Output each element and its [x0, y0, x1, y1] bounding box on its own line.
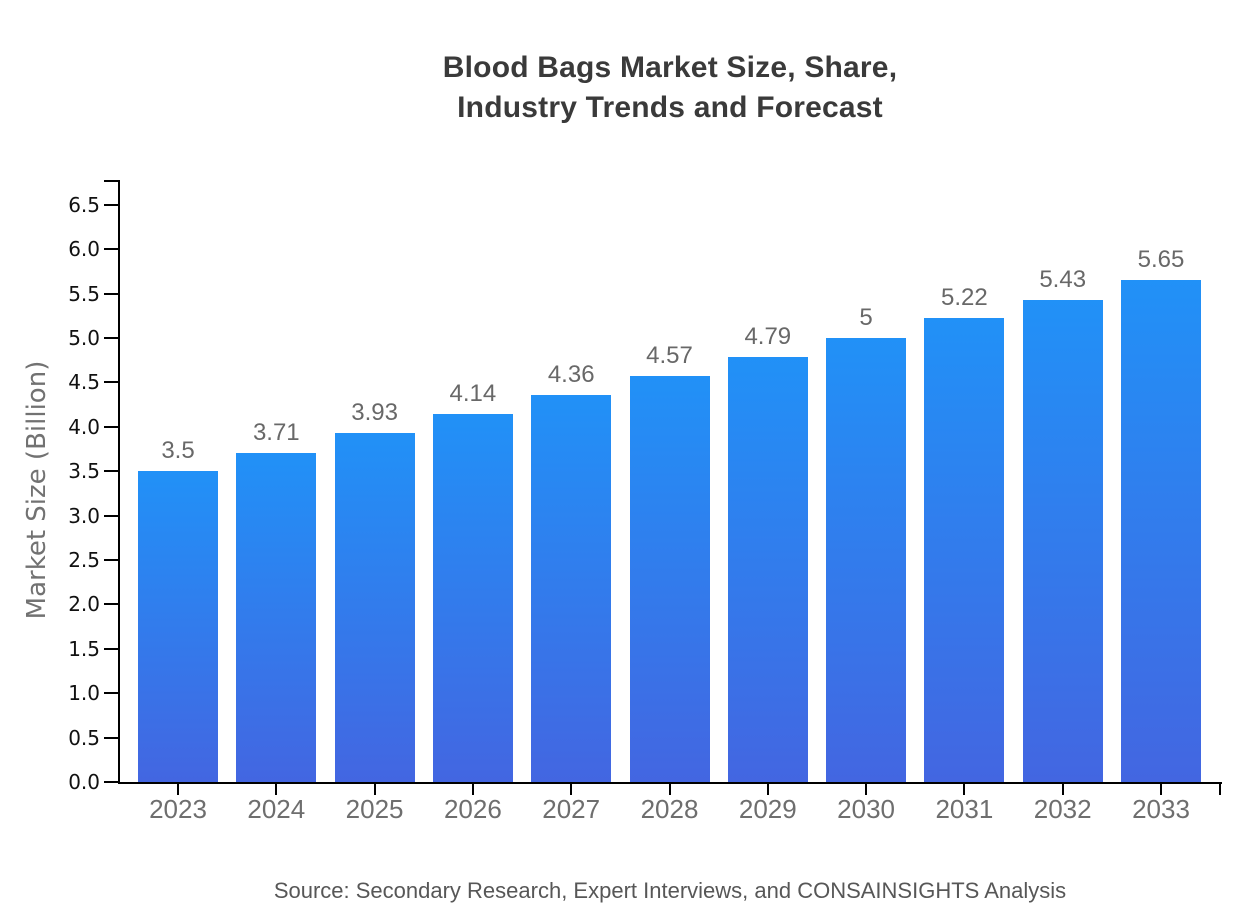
y-tick — [104, 292, 118, 295]
x-tick-label-2032: 2032 — [1033, 794, 1092, 824]
bar-value-label: 3.71 — [252, 418, 300, 446]
y-tick-label: 6.5 — [68, 192, 100, 217]
bar-2024 — [236, 452, 317, 782]
y-tick-label: 4.0 — [68, 414, 100, 439]
y-tick — [104, 425, 118, 428]
x-tick — [570, 784, 573, 795]
x-tick — [275, 784, 278, 795]
x-tick-label-2027: 2027 — [542, 794, 601, 824]
x-tick — [471, 784, 474, 795]
y-tick — [104, 203, 118, 206]
bar-value-label: 5.65 — [1137, 246, 1185, 274]
y-tick — [104, 781, 118, 783]
bar-value-label: 5.43 — [1039, 265, 1087, 293]
y-tick — [104, 603, 118, 606]
y-tick — [104, 514, 118, 517]
bar-2027 — [531, 394, 612, 782]
y-tick-label: 6.0 — [68, 237, 100, 262]
bar-value-label: 5.22 — [941, 284, 988, 312]
y-tick-label: 4.5 — [68, 370, 100, 395]
y-tick — [104, 736, 118, 739]
bar-2023 — [138, 471, 218, 782]
y-tick-label: 0.5 — [68, 725, 100, 750]
y-axis-title: Market Size (Billion) — [22, 360, 52, 620]
x-tick-label-2023: 2023 — [149, 794, 207, 824]
x-tick — [1160, 784, 1162, 795]
source-caption: Source: Secondary Research, Expert Inter… — [273, 878, 1067, 903]
y-tick-label: 5.0 — [68, 326, 100, 350]
y-tick-label: 3.5 — [68, 459, 100, 484]
y-axis-end-tick — [104, 180, 118, 182]
bar-2032 — [1022, 299, 1103, 782]
x-tick-label-2025: 2025 — [345, 794, 404, 824]
bar-value-label: 4.36 — [547, 360, 595, 388]
x-tick — [1061, 784, 1064, 795]
y-tick — [104, 337, 118, 339]
y-axis-line — [118, 180, 120, 784]
y-tick-label: 1.0 — [68, 681, 100, 706]
y-tick — [104, 559, 118, 561]
y-tick — [104, 381, 118, 384]
bar-2031 — [924, 318, 1005, 782]
x-tick — [766, 784, 769, 795]
bar-2025 — [334, 433, 415, 782]
x-tick-label-2031: 2031 — [935, 794, 994, 824]
x-tick-label-2033: 2033 — [1132, 794, 1190, 824]
bar-value-label: 4.79 — [744, 322, 792, 350]
x-tick-label-2028: 2028 — [640, 794, 699, 824]
x-axis-line — [118, 782, 1222, 784]
y-tick-label: 3.0 — [68, 503, 100, 528]
bar-value-label: 3.93 — [351, 399, 398, 427]
x-tick-label-2024: 2024 — [247, 794, 306, 824]
y-tick — [104, 692, 118, 695]
x-tick — [177, 784, 179, 795]
y-tick — [104, 248, 118, 251]
y-tick — [104, 647, 118, 650]
x-tick-label-2029: 2029 — [738, 794, 797, 824]
y-tick-label: 5.5 — [68, 281, 100, 306]
y-tick-label: 0.0 — [68, 770, 100, 794]
bar-value-label: 4.57 — [646, 342, 693, 370]
bar-value-label: 5 — [859, 304, 873, 331]
x-tick — [963, 784, 966, 795]
x-axis-end-tick — [1219, 784, 1221, 795]
x-tick — [668, 784, 671, 795]
y-tick-label: 2.0 — [68, 592, 100, 617]
x-tick-label-2026: 2026 — [443, 794, 502, 824]
x-tick — [865, 784, 868, 795]
x-tick-label-2030: 2030 — [837, 794, 896, 824]
bar-value-label: 3.5 — [161, 437, 195, 465]
bar-2033 — [1121, 280, 1201, 782]
bar-value-label: 4.14 — [449, 380, 497, 408]
y-tick — [104, 470, 118, 473]
bar-2026 — [432, 414, 513, 782]
bar-2029 — [727, 356, 808, 782]
y-tick-label: 2.5 — [68, 548, 100, 572]
bar-2030 — [826, 338, 907, 782]
chart-title: Blood Bags Market Size, Share, Industry … — [442, 51, 898, 124]
bar-2028 — [629, 376, 710, 782]
y-tick-label: 1.5 — [68, 636, 100, 661]
x-tick — [373, 784, 376, 795]
